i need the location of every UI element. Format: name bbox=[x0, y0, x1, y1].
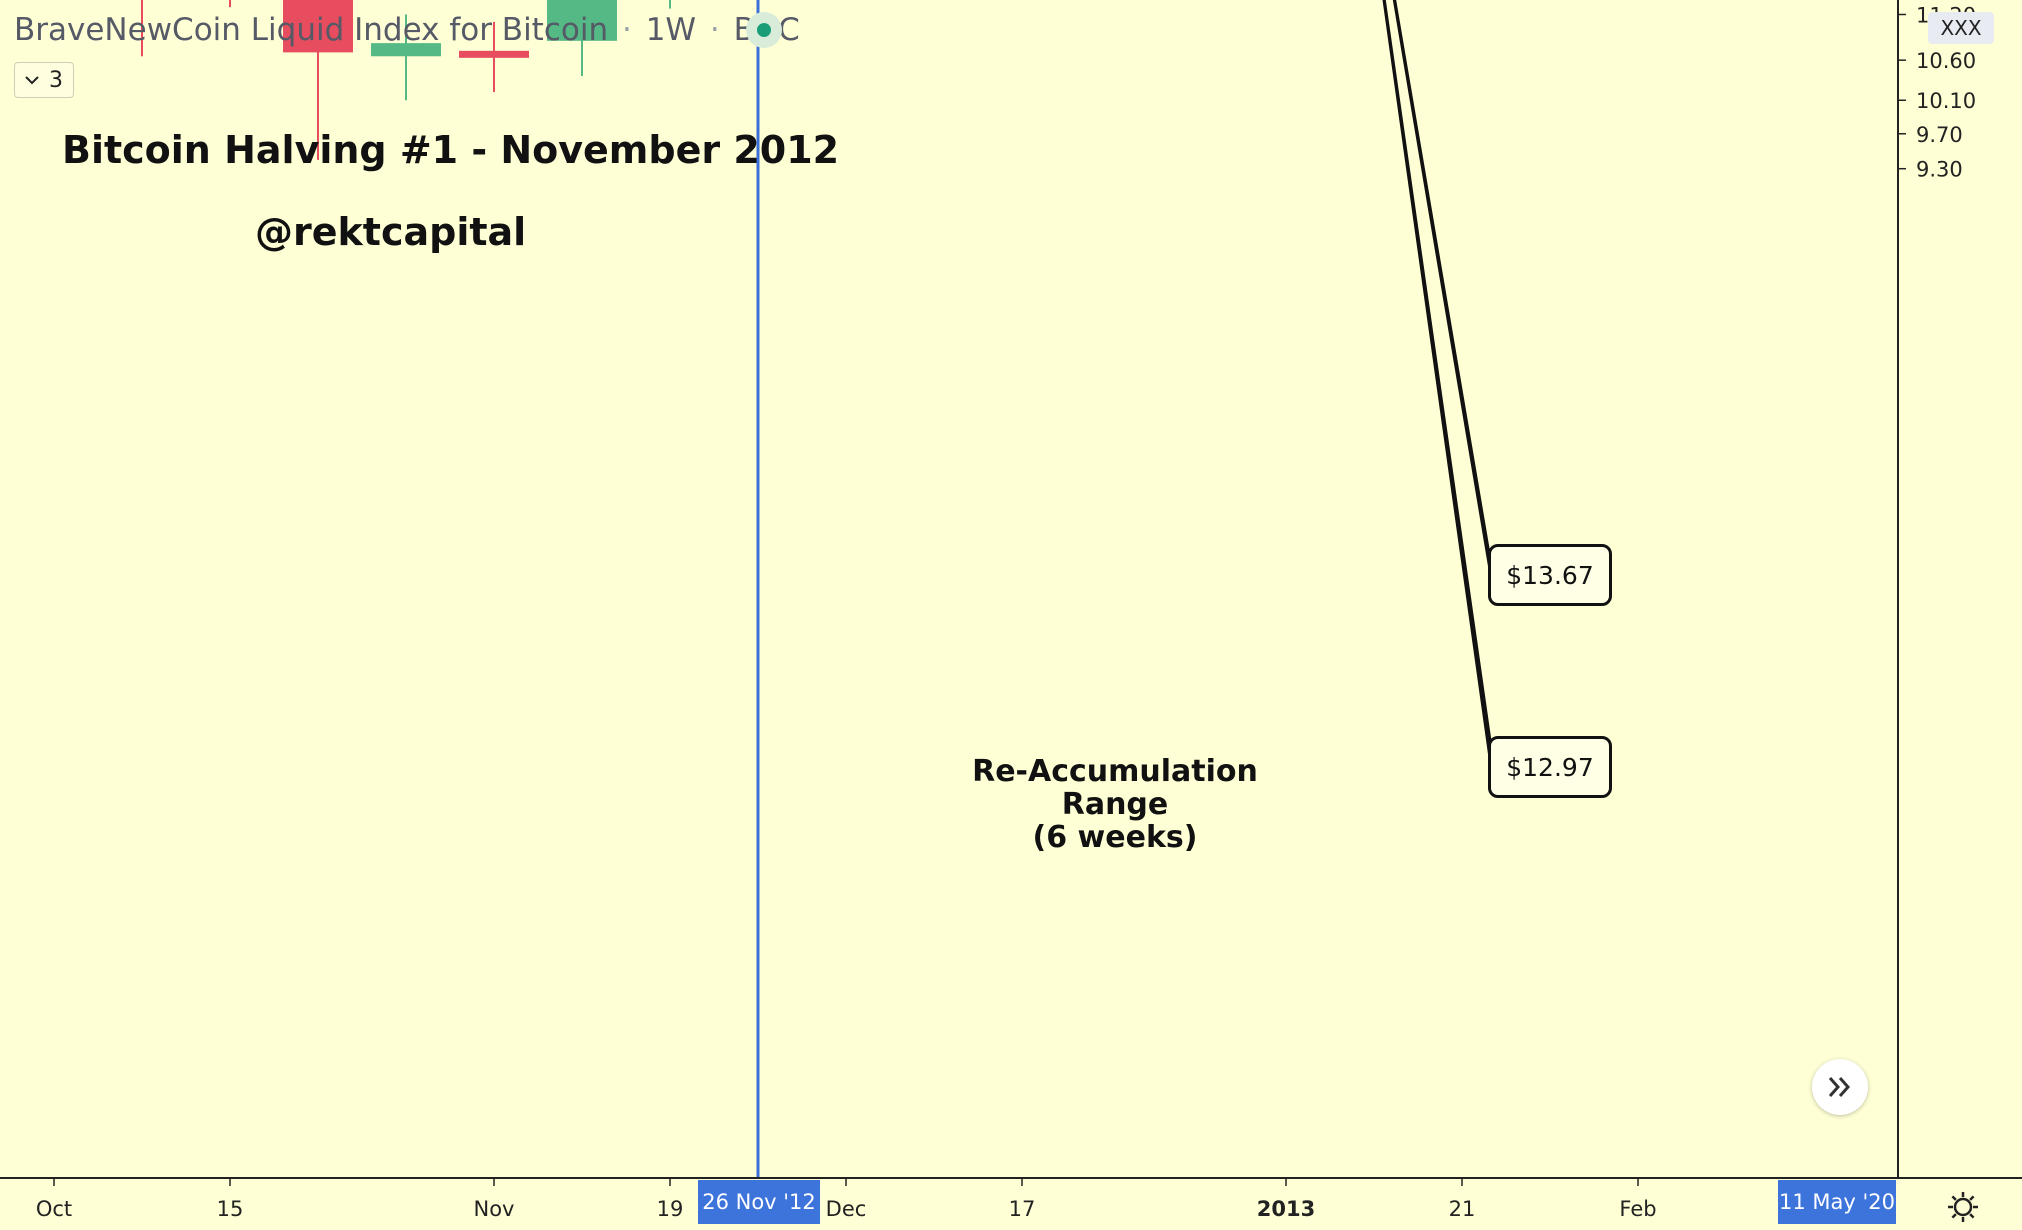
title-separator: · bbox=[621, 12, 632, 48]
candle-body bbox=[547, 0, 617, 41]
callout-top[interactable]: $13.67 bbox=[1488, 544, 1612, 606]
cursor-time-badge: 26 Nov '12 bbox=[698, 1180, 820, 1224]
candle-body bbox=[283, 0, 353, 53]
last-time-badge: 11 May '20 bbox=[1778, 1180, 1896, 1224]
interval-label: 1W bbox=[645, 12, 697, 48]
range-label-line1: Re-Accumulation Range bbox=[972, 754, 1258, 822]
chevron-down-icon bbox=[25, 76, 39, 85]
callout-bottom-pointer bbox=[1382, 0, 1494, 774]
price-tick-label: 9.30 bbox=[1916, 158, 1963, 182]
time-tick-label: 17 bbox=[1009, 1197, 1036, 1221]
live-dot-icon bbox=[757, 23, 771, 37]
candle-body bbox=[459, 50, 529, 58]
market-status-icon[interactable] bbox=[746, 12, 782, 48]
symbol-name: BraveNewCoin Liquid Index for Bitcoin bbox=[14, 12, 609, 48]
time-tick-label: 19 bbox=[657, 1197, 684, 1221]
range-label-line2: (6 weeks) bbox=[1032, 820, 1198, 855]
collapse-indicators-button[interactable]: 3 bbox=[14, 62, 74, 98]
scroll-to-realtime-button[interactable] bbox=[1812, 1059, 1868, 1115]
indicator-count: 3 bbox=[49, 67, 63, 93]
time-tick-label: Feb bbox=[1619, 1197, 1656, 1221]
title-separator: · bbox=[709, 12, 720, 48]
time-tick-label: Dec bbox=[826, 1197, 867, 1221]
price-tick-label: 10.10 bbox=[1916, 89, 1976, 113]
callout-bottom[interactable]: $12.97 bbox=[1488, 736, 1612, 798]
annotation-handle[interactable]: @rektcapital bbox=[255, 210, 527, 254]
range-label[interactable]: Re-Accumulation Range (6 weeks) bbox=[915, 755, 1315, 854]
time-tick-label: 2013 bbox=[1257, 1197, 1315, 1221]
time-tick-label: 15 bbox=[217, 1197, 244, 1221]
symbol-title[interactable]: BraveNewCoin Liquid Index for Bitcoin · … bbox=[14, 12, 800, 48]
candle-body bbox=[371, 43, 441, 57]
settings-gear-icon[interactable] bbox=[1946, 1190, 1980, 1224]
double-chevron-right-icon bbox=[1828, 1077, 1851, 1097]
price-tick-label: 10.60 bbox=[1916, 49, 1976, 73]
annotation-title[interactable]: Bitcoin Halving #1 - November 2012 bbox=[62, 128, 840, 172]
time-tick-label: 21 bbox=[1449, 1197, 1476, 1221]
time-tick-label: Nov bbox=[474, 1197, 515, 1221]
callout-top-pointer bbox=[1392, 0, 1496, 595]
price-tick-label: 9.70 bbox=[1916, 123, 1963, 147]
time-tick-label: Oct bbox=[36, 1197, 72, 1221]
symbol-badge: XXX bbox=[1928, 12, 1994, 44]
